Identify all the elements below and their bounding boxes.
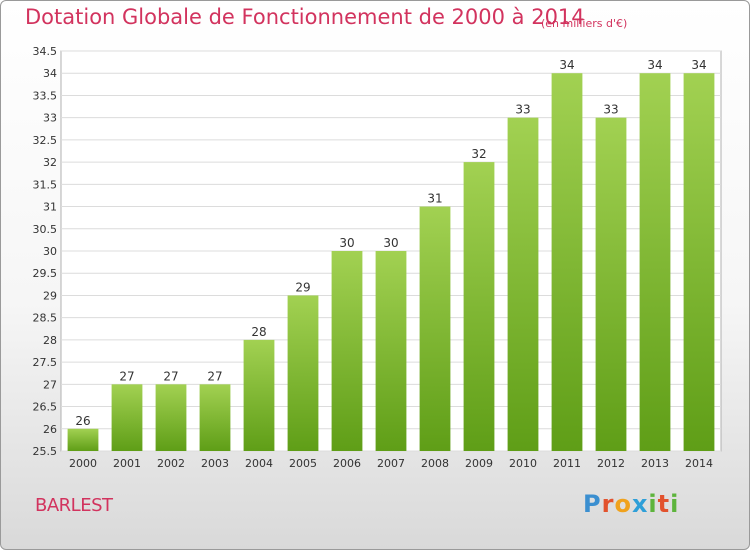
x-tick-label: 2010 [509,457,537,470]
logo-letter: x [631,490,649,518]
logo-letter: i [670,490,680,518]
logo-letter: i [648,490,658,518]
y-tick-label: 26 [43,423,57,436]
bar [375,251,407,451]
x-tick-label: 2005 [289,457,317,470]
y-tick-label: 29.5 [33,267,58,280]
bar-value-label: 33 [515,103,530,117]
y-tick-label: 33 [43,112,57,125]
y-tick-label: 30 [43,245,57,258]
bar [507,117,539,452]
y-tick-label: 34 [43,67,57,80]
y-tick-label: 28 [43,334,57,347]
bar [683,73,715,451]
y-tick-label: 28.5 [33,312,58,325]
y-tick-label: 29 [43,289,57,302]
logo-letter: o [614,490,632,518]
x-tick-label: 2006 [333,457,361,470]
bar-value-label: 27 [207,369,222,383]
chart-unit-label: (en milliers d'€) [541,17,628,30]
bar [67,428,99,451]
bar-value-label: 26 [75,414,90,428]
x-tick-label: 2004 [245,457,273,470]
x-tick-label: 2002 [157,457,185,470]
bar-value-label: 33 [603,103,618,117]
y-tick-label: 25.5 [33,445,58,458]
logo-letter: t [657,490,671,518]
x-tick-label: 2000 [69,457,97,470]
bar-value-label: 32 [471,147,486,161]
y-tick-label: 31.5 [33,178,58,191]
bars: 26 27 27 27 28 29 30 30 31 32 33 34 33 34 34 [67,58,715,452]
bar-value-label: 27 [163,369,178,383]
bar-value-label: 27 [119,369,134,383]
x-axis-labels: 2000 2001 2002 2003 2004 2005 2006 2007 2008 2009… [69,457,713,470]
proxiti-logo[interactable]: Proxiti [583,490,679,518]
bar [331,251,363,451]
y-tick-label: 27 [43,378,57,391]
bar-value-label: 34 [559,58,574,72]
bar-value-label: 29 [295,280,310,294]
x-tick-label: 2008 [421,457,449,470]
x-tick-label: 2014 [685,457,713,470]
x-tick-label: 2009 [465,457,493,470]
x-tick-label: 2003 [201,457,229,470]
bar [111,384,143,451]
y-tick-label: 34.5 [33,45,58,58]
x-tick-label: 2013 [641,457,669,470]
y-tick-label: 30.5 [33,223,58,236]
bar-value-label: 31 [427,192,442,206]
bar-value-label: 28 [251,325,266,339]
y-tick-label: 32 [43,156,57,169]
bar [287,295,319,451]
bar [419,206,451,451]
y-tick-label: 33.5 [33,89,58,102]
bar [595,117,627,452]
commune-name: BARLEST [35,495,113,516]
bar [639,73,671,451]
bar-value-label: 34 [691,58,706,72]
x-tick-label: 2001 [113,457,141,470]
bar [463,162,495,451]
x-tick-label: 2012 [597,457,625,470]
bar [551,73,583,451]
logo-letter: P [583,490,602,518]
y-axis-labels: 25.5 26 26.5 27 27.5 28 28.5 29 29.5 30 30.5 31 31.5… [33,45,58,458]
bar-value-label: 30 [383,236,398,250]
x-tick-label: 2011 [553,457,581,470]
bar-value-label: 30 [339,236,354,250]
bar-value-label: 34 [647,58,662,72]
y-tick-label: 27.5 [33,356,58,369]
y-tick-label: 32.5 [33,134,58,147]
y-tick-label: 26.5 [33,401,58,414]
chart-title: Dotation Globale de Fonctionnement de 20… [25,5,585,29]
bar [199,384,231,451]
logo-letter: r [601,490,615,518]
x-tick-label: 2007 [377,457,405,470]
y-tick-label: 31 [43,201,57,214]
bar [243,339,275,451]
bar [155,384,187,451]
